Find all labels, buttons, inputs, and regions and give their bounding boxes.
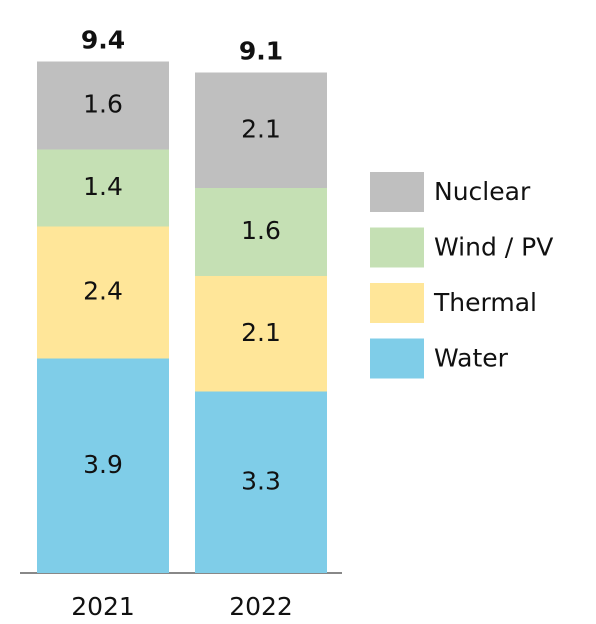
bar-segment (37, 358, 169, 573)
x-tick-label: 2022 (229, 592, 293, 621)
bar-segment (37, 149, 169, 227)
total-label: 9.1 (239, 37, 283, 66)
value-label: 1.4 (83, 172, 123, 201)
legend-swatch (370, 227, 424, 268)
bar-segment (195, 188, 327, 276)
value-label: 2.4 (83, 277, 123, 306)
x-tick-label: 2021 (71, 592, 135, 621)
legend-label: Nuclear (434, 177, 531, 206)
bar-segment (37, 226, 169, 359)
legend-label: Water (434, 344, 509, 373)
legend-swatch (370, 283, 424, 323)
value-label: 1.6 (83, 90, 123, 119)
bar-segment (195, 391, 327, 573)
total-label: 9.4 (81, 26, 125, 55)
value-label: 3.9 (83, 450, 123, 479)
bar-segment (195, 72, 327, 188)
value-label: 2.1 (241, 318, 281, 347)
bar-segment (37, 61, 169, 150)
value-label: 3.3 (241, 466, 281, 495)
legend-label: Thermal (433, 288, 537, 317)
legend-swatch (370, 172, 424, 212)
value-label: 2.1 (241, 114, 281, 143)
legend-swatch (370, 338, 424, 379)
legend-label: Wind / PV (434, 233, 553, 262)
value-label: 1.6 (241, 216, 281, 245)
bar-segment (195, 276, 327, 392)
